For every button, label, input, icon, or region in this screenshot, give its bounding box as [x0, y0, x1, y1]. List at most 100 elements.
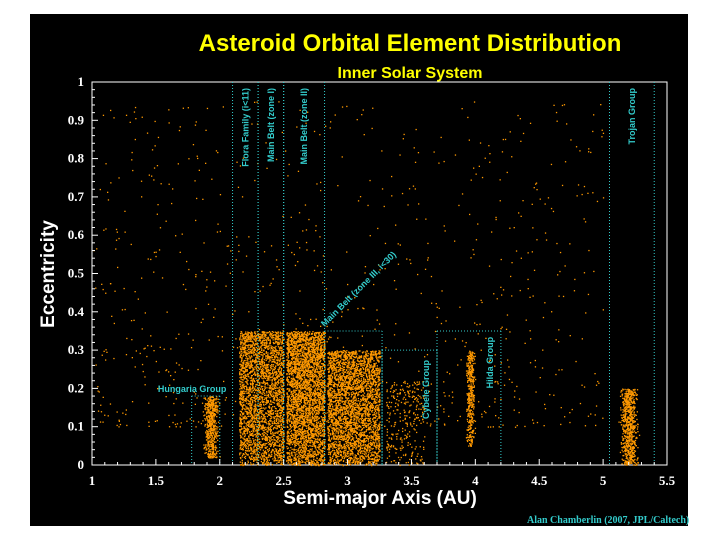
data-point [306, 455, 308, 457]
data-point [299, 386, 301, 388]
data-point [304, 341, 306, 343]
data-point [272, 339, 274, 341]
data-point [275, 349, 277, 351]
data-point [275, 384, 277, 386]
data-point [208, 447, 210, 449]
data-point [242, 370, 244, 372]
data-point [275, 374, 277, 376]
data-point [310, 361, 312, 363]
data-point [305, 333, 308, 335]
data-point [274, 450, 276, 453]
data-point [316, 366, 318, 368]
data-point [253, 424, 255, 426]
data-point [255, 458, 257, 460]
data-point [263, 398, 266, 401]
data-point [301, 444, 304, 446]
data-point [271, 356, 274, 359]
data-point [261, 445, 264, 447]
data-point [262, 414, 265, 416]
data-point [280, 451, 282, 453]
data-point [300, 389, 302, 391]
data-point [305, 427, 308, 429]
data-point [214, 413, 217, 415]
data-point [295, 393, 298, 396]
data-point [318, 386, 321, 388]
data-point [256, 425, 258, 428]
data-point [291, 409, 293, 411]
data-point [274, 346, 276, 349]
data-point [273, 353, 275, 355]
data-point [295, 421, 297, 423]
data-point [278, 422, 280, 424]
data-point [261, 433, 263, 435]
data-point [254, 373, 256, 375]
data-point [283, 414, 285, 416]
data-point [320, 457, 322, 459]
data-point [287, 379, 290, 381]
data-point [258, 338, 261, 340]
data-point [207, 410, 209, 413]
data-point [213, 413, 216, 415]
data-point [247, 357, 249, 359]
data-point [240, 448, 243, 450]
data-point [271, 401, 273, 403]
data-point [287, 366, 289, 369]
data-point [251, 356, 253, 358]
data-point [297, 331, 299, 333]
data-point [209, 418, 211, 420]
data-point [244, 451, 247, 454]
data-point [261, 458, 263, 461]
data-point [251, 388, 253, 390]
data-point [269, 429, 271, 431]
data-point [292, 441, 295, 443]
data-point [249, 407, 252, 409]
data-point [309, 394, 311, 396]
data-point [305, 445, 307, 448]
data-point [252, 341, 254, 343]
data-point [314, 334, 317, 336]
data-point [253, 373, 255, 375]
data-point [281, 341, 283, 343]
data-point [311, 412, 313, 414]
data-point [305, 457, 307, 459]
data-point [287, 383, 289, 385]
data-point [251, 404, 253, 406]
data-point [270, 385, 272, 387]
data-point [212, 444, 214, 447]
data-point [267, 400, 269, 402]
data-point [275, 335, 278, 337]
data-point [246, 369, 248, 372]
data-point [323, 419, 325, 422]
data-point [281, 420, 283, 422]
data-point [296, 355, 298, 357]
data-point [277, 351, 279, 354]
data-point [271, 396, 274, 398]
data-point [301, 397, 303, 399]
data-point [313, 440, 316, 442]
data-point [269, 413, 271, 415]
data-point [272, 401, 275, 404]
data-point [245, 385, 248, 387]
data-point [314, 391, 316, 393]
data-point [264, 437, 266, 439]
data-point [260, 342, 263, 344]
data-point [268, 356, 270, 358]
data-point [249, 386, 251, 388]
data-point [257, 455, 260, 457]
data-point [210, 399, 213, 401]
data-point [256, 387, 259, 389]
data-point [208, 404, 210, 406]
data-point [267, 379, 269, 381]
data-point [265, 437, 267, 439]
data-point [299, 369, 301, 372]
data-point [254, 401, 257, 403]
data-point [318, 445, 321, 447]
data-point [240, 404, 242, 406]
data-point [256, 410, 258, 413]
data-point [214, 441, 216, 443]
data-point [323, 419, 325, 421]
data-point [298, 375, 300, 377]
data-point [307, 364, 309, 367]
data-point [296, 351, 298, 353]
data-point [261, 413, 263, 415]
